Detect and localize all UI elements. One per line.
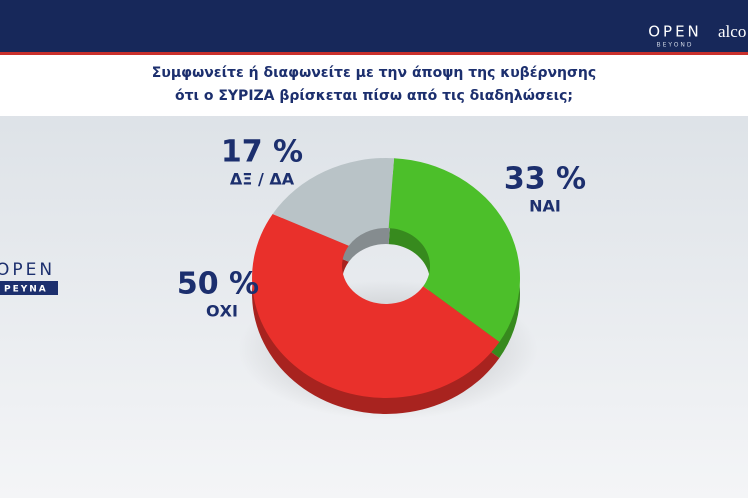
slice (252, 213, 500, 398)
category-label: ΝΑΙ (529, 197, 561, 216)
value-label: 17 % (221, 135, 303, 170)
chart-title: ότι ο ΣΥΡΙΖΑ βρίσκεται πίσω από τις διαδ… (175, 88, 573, 104)
value-label: 33 % (504, 162, 586, 197)
side-band (0, 281, 58, 295)
labels: 33 %ΝΑΙ 50 %ΟΧΙ 17 %ΔΞ / ΔΑ (177, 135, 586, 321)
side-sub: ΡΕΥΝΑ (4, 285, 48, 295)
slice (388, 158, 520, 343)
slice (272, 158, 395, 246)
value-label: 50 % (177, 267, 259, 302)
title-band (0, 52, 748, 116)
channel-logo: OPEN (648, 23, 702, 41)
category-label: ΟΧΙ (206, 302, 238, 321)
top-bar (0, 0, 748, 52)
category-label: ΔΞ / ΔΑ (230, 170, 295, 189)
chart-title: Συμφωνείτε ή διαφωνείτε με την άποψη της… (152, 65, 596, 81)
title-stripe (0, 52, 748, 55)
channel-sub: BEYOND (656, 42, 693, 49)
donut (252, 158, 520, 414)
side-logo: OPEN (0, 260, 55, 280)
partner-logo: alco (718, 22, 746, 41)
